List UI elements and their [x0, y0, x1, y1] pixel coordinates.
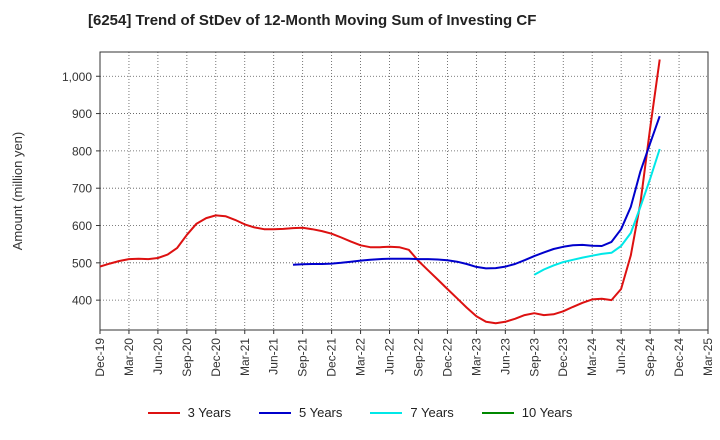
legend-label: 5 Years — [299, 405, 343, 420]
x-tick-label: Sep-20 — [180, 338, 194, 377]
legend-swatch — [481, 411, 514, 414]
axes — [96, 51, 709, 334]
y-tick-label: 900 — [72, 107, 92, 121]
legend-swatch — [147, 411, 180, 414]
chart-legend: 3 Years 5 Years 7 Years 10 Years — [0, 405, 720, 420]
legend-swatch — [370, 411, 403, 414]
x-tick-label: Dec-24 — [672, 338, 686, 377]
grid-lines — [100, 52, 708, 330]
x-tick-label: Sep-23 — [527, 338, 541, 377]
y-tick-label: 600 — [72, 219, 92, 233]
y-tick-label: 500 — [72, 256, 92, 270]
x-tick-label: Dec-23 — [556, 338, 570, 377]
x-tick-label: Mar-22 — [354, 338, 368, 376]
x-tick-label: Sep-22 — [411, 338, 425, 377]
x-tick-label: Jun-24 — [614, 338, 628, 375]
tick-labels: 400 500 600 700 800 900 1,000 Dec-19 Mar-20 Jun-2… — [62, 70, 715, 377]
plot-frame — [99, 51, 709, 331]
y-axis-label: Amount (million yen) — [10, 132, 25, 251]
series-line-7-years — [533, 148, 661, 276]
x-tick-label: Jun-21 — [267, 338, 281, 375]
x-tick-label: Jun-22 — [383, 338, 397, 375]
y-tick-label: 400 — [72, 294, 92, 308]
series-line-3-years — [99, 59, 661, 325]
x-tick-label: Sep-21 — [296, 338, 310, 377]
x-tick-label: Sep-24 — [643, 338, 657, 377]
legend-label: 3 Years — [187, 405, 231, 420]
chart-title: [6254] Trend of StDev of 12-Month Moving… — [88, 12, 537, 29]
x-tick-label: Dec-19 — [93, 338, 107, 377]
x-tick-label: Dec-22 — [440, 338, 454, 377]
legend-item-10-years: 10 Years — [481, 405, 573, 420]
y-tick-label: 1,000 — [62, 70, 92, 84]
legend-label: 7 Years — [410, 405, 454, 420]
x-tick-label: Mar-25 — [701, 338, 715, 376]
y-tick-label: 700 — [72, 182, 92, 196]
x-tick-label: Dec-21 — [325, 338, 339, 377]
legend-item-7-years: 7 Years — [370, 405, 454, 420]
x-tick-label: Mar-23 — [469, 338, 483, 376]
x-tick-label: Mar-20 — [122, 338, 136, 376]
y-tick-label: 800 — [72, 144, 92, 158]
legend-swatch — [259, 411, 291, 414]
x-tick-label: Jun-23 — [498, 338, 512, 375]
x-tick-label: Jun-20 — [151, 338, 165, 375]
legend-item-3-years: 3 Years — [147, 405, 231, 420]
x-tick-label: Mar-24 — [585, 338, 599, 376]
legend-label: 10 Years — [521, 405, 573, 420]
series-line-5-years — [292, 115, 661, 270]
x-tick-label: Mar-21 — [238, 338, 252, 376]
legend-item-5-years: 5 Years — [259, 405, 342, 420]
x-tick-label: Dec-20 — [209, 338, 223, 377]
series-lines — [99, 59, 661, 325]
